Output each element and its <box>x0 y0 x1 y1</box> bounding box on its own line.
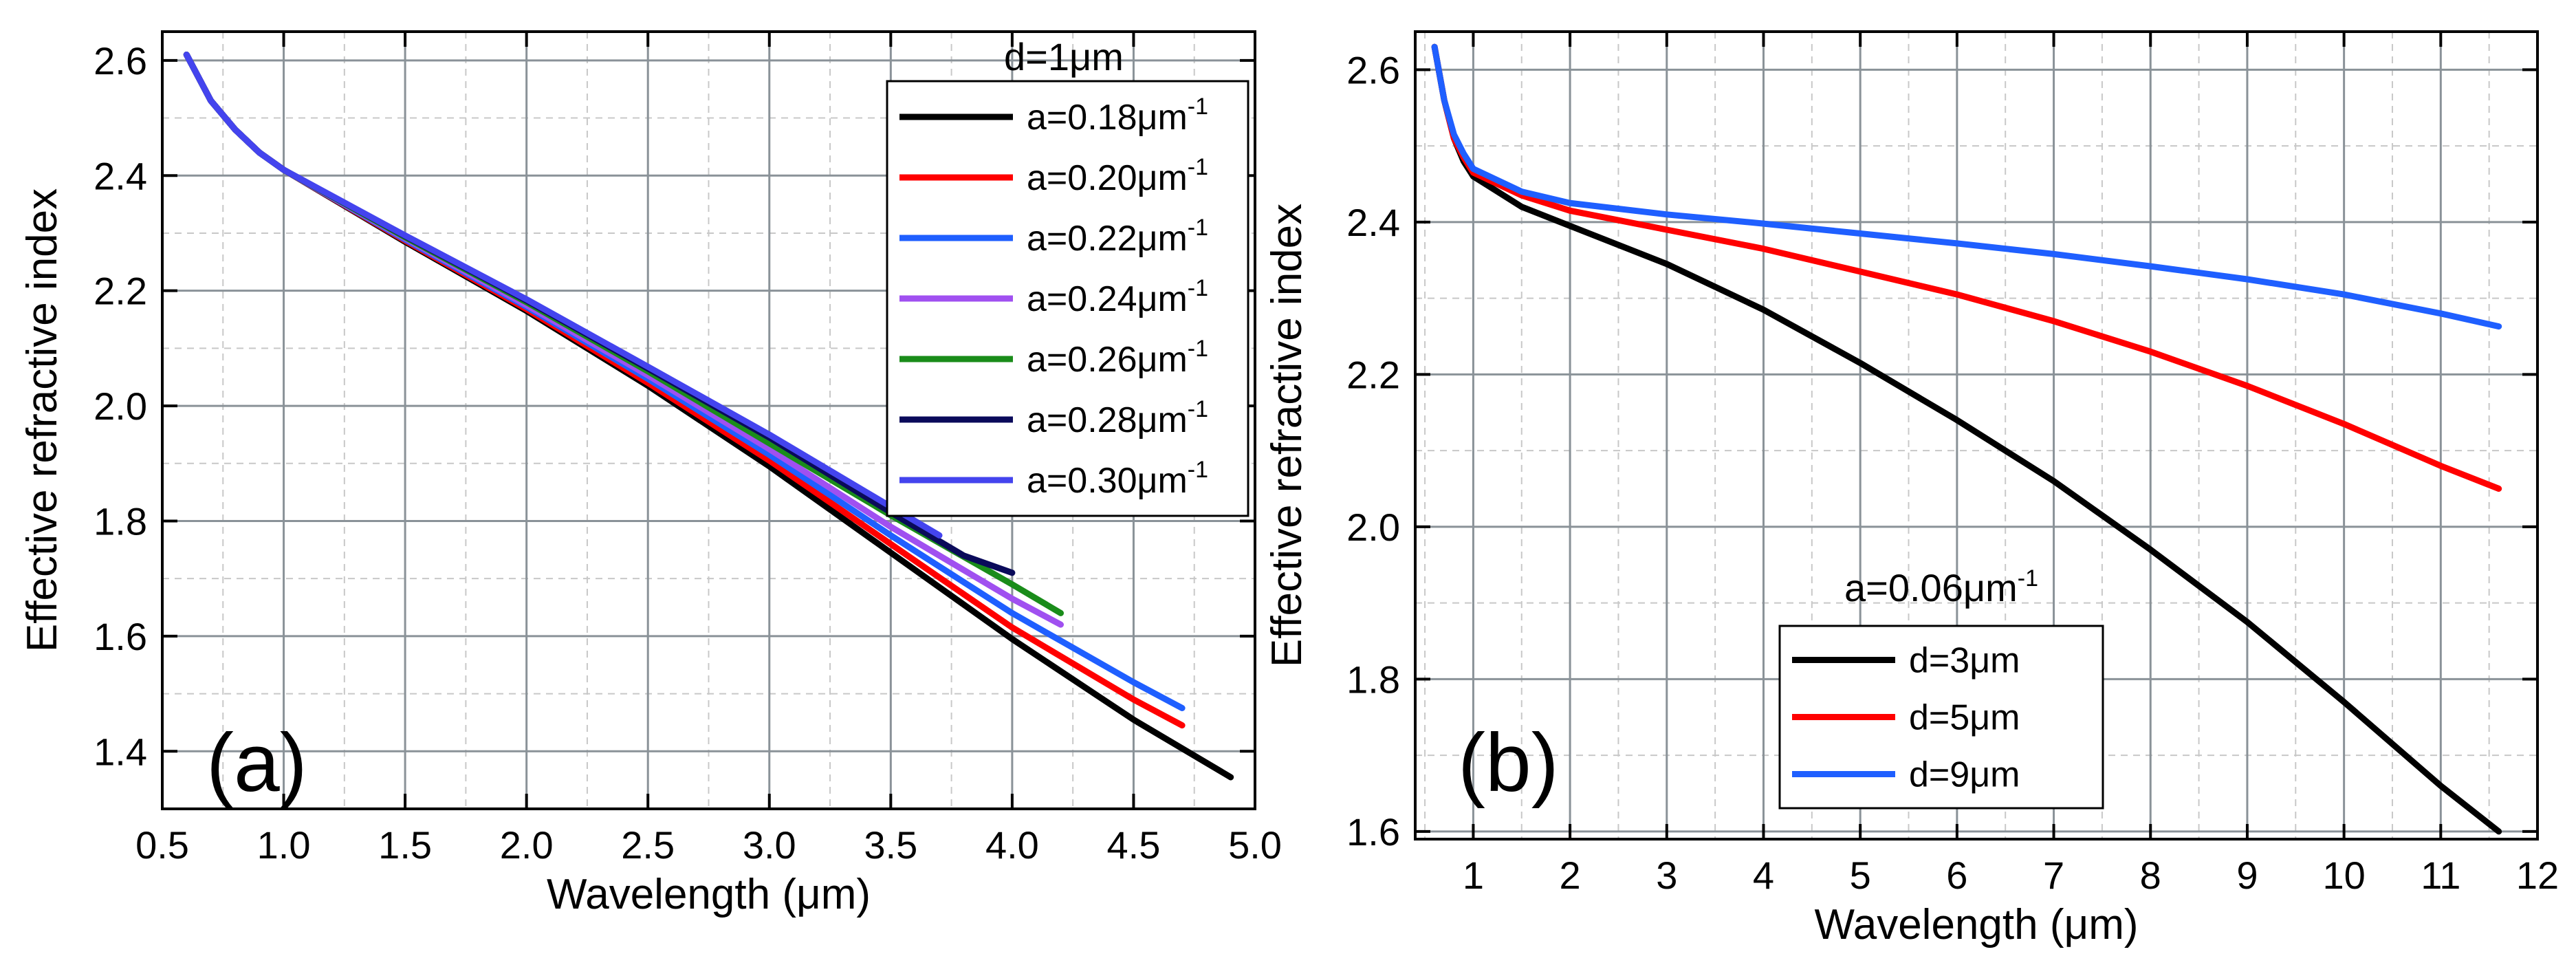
y-tick-label: 2.6 <box>94 39 147 83</box>
y-tick-label: 1.8 <box>94 499 147 543</box>
x-tick-label: 4.5 <box>1107 823 1161 867</box>
pa-grid <box>161 32 1256 810</box>
legend-title: a=0.06μm-1 <box>1844 565 2038 609</box>
pa-ticks: 0.5 1.0 1.5 2.0 2.5 3.0 3.5 4.0 4.5 5.0 1.4 1.6 1.8 2… <box>94 32 1282 867</box>
legend-entry-5: a=0.26μm-1 <box>1027 336 1208 380</box>
legend-entry-2-sup: -1 <box>1188 154 1208 180</box>
x-tick-label: 1.5 <box>378 823 432 867</box>
x-tick-label: 2.5 <box>621 823 675 867</box>
pa-legend: d=1μma=0.18μm-1a=0.20μm-1a=0.22μm-1a=0.2… <box>886 35 1249 517</box>
y-axis-title: Effective refractive index <box>1263 204 1311 667</box>
x-tick-label: 0.5 <box>135 823 189 867</box>
x-tick-label: 9 <box>2236 854 2258 897</box>
legend-entry-3: a=0.22μm-1 <box>1027 215 1208 259</box>
series-line-2 <box>1431 43 2502 492</box>
x-tick-label: 10 <box>2322 854 2365 897</box>
x-tick-label: 4.0 <box>985 823 1039 867</box>
legend-entry-1-main: d=3μm <box>1909 641 2020 681</box>
y-tick-label: 1.6 <box>94 615 147 658</box>
legend-entry-3-main: a=0.22μm <box>1027 219 1188 259</box>
pb-series <box>1431 43 2502 835</box>
x-tick-label: 4 <box>1753 854 1774 897</box>
y-tick-label: 1.4 <box>94 730 147 773</box>
x-tick-label: 2.0 <box>500 823 554 867</box>
legend-entry-6: a=0.28μm-1 <box>1027 396 1208 440</box>
panel-label: (b) <box>1458 717 1559 809</box>
series-line-3 <box>1431 43 2502 330</box>
x-tick-label: 1 <box>1463 854 1484 897</box>
x-tick-label: 3.5 <box>864 823 917 867</box>
x-tick-label: 7 <box>2043 854 2064 897</box>
legend-entry-4: a=0.24μm-1 <box>1027 275 1208 319</box>
y-tick-label: 1.6 <box>1346 810 1400 854</box>
legend-entry-2-main: d=5μm <box>1909 698 2020 738</box>
legend-title-main: a=0.06μm <box>1844 566 2018 609</box>
panel-b-chart: 1 2 3 4 5 6 7 8 9 10 11 121.61.82.02.22.42.6Wavelen… <box>1263 30 2559 948</box>
y-tick-label: 2.4 <box>1346 201 1400 244</box>
y-tick-label: 2.0 <box>1346 506 1400 549</box>
legend-entry-7-sup: -1 <box>1188 457 1208 483</box>
legend-entry-7-main: a=0.30μm <box>1027 461 1188 501</box>
legend-title: d=1μm <box>1004 35 1124 78</box>
x-axis-title: Wavelength (μm) <box>1815 901 2139 948</box>
x-tick-label: 3.0 <box>743 823 796 867</box>
x-tick-label: 1.0 <box>257 823 311 867</box>
legend-entry-1-sup: -1 <box>1188 94 1208 120</box>
panel-a-chart: 0.5 1.0 1.5 2.0 2.5 3.0 3.5 4.0 4.5 5.0 1.4 1.6 1.8 2… <box>19 30 1282 918</box>
legend-entry-2-main: a=0.20μm <box>1027 158 1188 198</box>
legend-entry-1-main: a=0.18μm <box>1027 98 1188 138</box>
pb-plot-frame <box>1414 30 2539 841</box>
legend-entry-3-sup: -1 <box>1188 215 1208 241</box>
legend-entry-1: d=3μm <box>1909 641 2020 681</box>
y-axis-title: Effective refractive index <box>19 188 66 652</box>
pb-ticks: 1 2 3 4 5 6 7 8 9 10 11 121.61.82.02.22.42.6 <box>1346 32 2559 897</box>
x-tick-label: 12 <box>2516 854 2559 897</box>
legend-entry-2: d=5μm <box>1909 698 2020 738</box>
legend-entry-6-main: a=0.28μm <box>1027 400 1188 440</box>
legend-entry-1: a=0.18μm-1 <box>1027 94 1208 138</box>
pb-legend: a=0.06μm-1 d=3μm d=5μm d=9μm <box>1778 565 2104 810</box>
y-tick-label: 2.0 <box>94 384 147 428</box>
legend-entry-4-main: a=0.24μm <box>1027 279 1188 319</box>
y-tick-label: 2.2 <box>94 270 147 313</box>
legend-entry-7: a=0.30μm-1 <box>1027 457 1208 501</box>
x-tick-label: 2 <box>1560 854 1581 897</box>
series-line-7 <box>183 52 943 539</box>
x-tick-label: 3 <box>1656 854 1677 897</box>
x-axis-title: Wavelength (μm) <box>547 871 871 918</box>
pa-series <box>183 52 1234 781</box>
x-tick-label: 5.0 <box>1228 823 1282 867</box>
x-tick-label: 11 <box>2421 854 2460 897</box>
pa-plot-frame <box>161 30 1256 810</box>
legend-entry-3: d=9μm <box>1909 755 2020 795</box>
panel-label: (a) <box>206 717 307 809</box>
legend-title-sup: -1 <box>2018 565 2038 592</box>
x-tick-label: 5 <box>1850 854 1871 897</box>
legend-entry-2: a=0.20μm-1 <box>1027 154 1208 198</box>
legend-entry-5-main: a=0.26μm <box>1027 340 1188 380</box>
legend-entry-5-sup: -1 <box>1188 336 1208 362</box>
x-tick-label: 6 <box>1946 854 1967 897</box>
legend-entry-4-sup: -1 <box>1188 275 1208 301</box>
legend-entry-6-sup: -1 <box>1188 396 1208 422</box>
x-tick-label: 8 <box>2140 854 2161 897</box>
y-tick-label: 1.8 <box>1346 658 1400 701</box>
y-tick-label: 2.4 <box>94 154 147 197</box>
legend-entry-3-main: d=9μm <box>1909 755 2020 795</box>
y-tick-label: 2.2 <box>1346 353 1400 396</box>
y-tick-label: 2.6 <box>1346 48 1400 91</box>
